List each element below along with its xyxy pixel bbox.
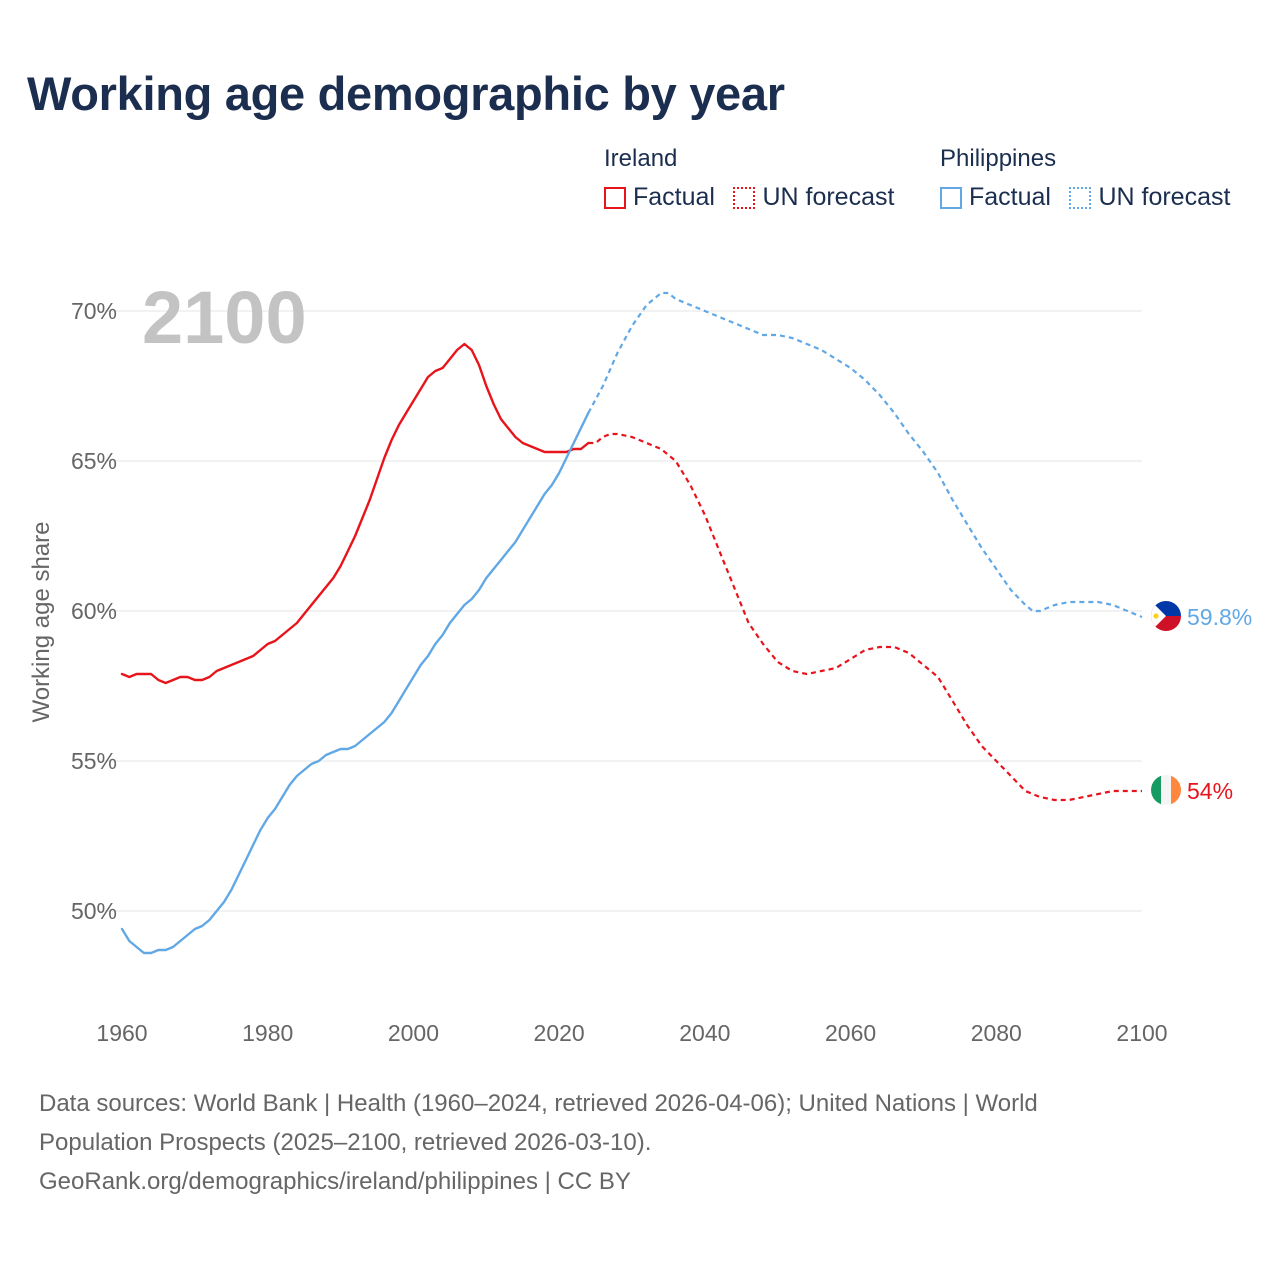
y-tick-label: 70% <box>71 298 117 324</box>
line-philippines-factual <box>120 411 590 955</box>
y-tick-label: 60% <box>71 598 117 624</box>
line-ireland-factual <box>120 342 590 685</box>
chart-title: Working age demographic by year <box>27 67 785 120</box>
end-label-philippines: 59.8% <box>1187 604 1252 630</box>
x-tick-label: 1980 <box>242 1020 293 1046</box>
y-tick-label: 65% <box>71 448 117 474</box>
legend-item-label: UN forecast <box>762 183 895 211</box>
x-tick-label: 1960 <box>96 1020 147 1046</box>
legend-swatch-dotted-icon <box>1069 186 1092 209</box>
legend-item-philippines-factual[interactable]: Factual <box>940 183 1051 212</box>
x-tick-label: 2000 <box>388 1020 439 1046</box>
legend-item-label: Factual <box>969 183 1051 211</box>
end-labels: 54% 59.8% <box>1187 604 1252 804</box>
x-tick-label: 2060 <box>825 1020 876 1046</box>
legend-ireland: Ireland Factual UN forecast <box>604 145 908 214</box>
legend-item-label: Factual <box>633 183 715 211</box>
y-tick-label: 50% <box>71 898 117 924</box>
year-watermark: 2100 <box>142 276 307 359</box>
line-ireland-forecast <box>588 432 1142 802</box>
legend-swatch-dotted-icon <box>733 186 756 209</box>
x-axis-ticks: 1960 1980 2000 2020 2040 2060 2080 2100 <box>96 1020 1167 1046</box>
source-line-1: Data sources: World Bank | Health (1960–… <box>39 1090 1038 1117</box>
end-markers <box>1151 601 1181 805</box>
philippines-flag-icon <box>1151 601 1181 631</box>
x-tick-label: 2080 <box>971 1020 1022 1046</box>
legend-swatch-solid-icon <box>940 186 962 209</box>
y-tick-label: 55% <box>71 748 117 774</box>
legend-item-philippines-forecast[interactable]: UN forecast <box>1069 183 1230 212</box>
line-chart: 2100 50% 55% 60% 65% 70% 1960 1980 2000 2020 204… <box>71 276 1252 1046</box>
legend-item-ireland-forecast[interactable]: UN forecast <box>733 183 894 212</box>
legend-group-name: Ireland <box>604 145 678 172</box>
legend-item-label: UN forecast <box>1098 183 1231 211</box>
x-tick-label: 2040 <box>679 1020 730 1046</box>
source-footer: Data sources: World Bank | Health (1960–… <box>39 1084 1229 1201</box>
legend-swatch-solid-icon <box>604 186 626 209</box>
line-philippines-forecast <box>587 291 1143 619</box>
source-line-2: Population Prospects (2025–2100, retriev… <box>39 1129 652 1156</box>
legend-group-name: Philippines <box>940 145 1057 172</box>
series-lines <box>120 291 1143 955</box>
ireland-flag-icon <box>1151 775 1181 805</box>
end-label-ireland: 54% <box>1187 778 1233 804</box>
x-tick-label: 2100 <box>1116 1020 1167 1046</box>
legend-philippines: Philippines Factual UN forecast <box>940 145 1244 214</box>
x-tick-label: 2020 <box>534 1020 585 1046</box>
source-line-3[interactable]: GeoRank.org/demographics/ireland/philipp… <box>39 1168 631 1195</box>
legend-item-ireland-factual[interactable]: Factual <box>604 183 715 212</box>
y-axis-ticks: 50% 55% 60% 65% 70% <box>71 298 117 924</box>
gridlines <box>98 310 1142 912</box>
